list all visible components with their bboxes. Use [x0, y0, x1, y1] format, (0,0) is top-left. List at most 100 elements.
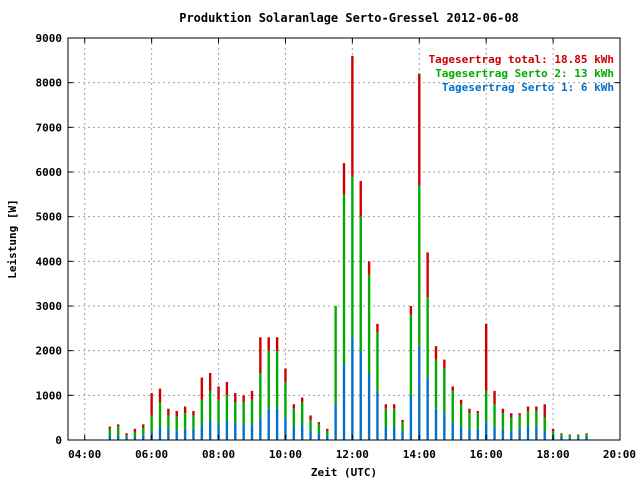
bar-segment-series-3 — [376, 323, 379, 333]
bars — [108, 55, 588, 440]
bar-segment-series-2 — [234, 402, 237, 423]
plot-frame — [67, 37, 621, 441]
bar-segment-series-3 — [317, 422, 321, 425]
bar-segment-series-3 — [426, 252, 429, 298]
bar-segment-series-2 — [300, 402, 304, 425]
bar-segment-series-3 — [292, 404, 296, 409]
bar-segment-series-1 — [300, 424, 304, 440]
bar-segment-series-3 — [409, 306, 413, 315]
x-ticks: 04:00 06:00 08:00 10:00 12:00 14:00 16:00 18:00… — [68, 38, 636, 461]
bar-segment-series-2 — [551, 431, 555, 436]
y-tick-label: 2000 — [36, 345, 63, 358]
y-tick-label: 3000 — [36, 300, 63, 313]
bar-segment-series-3 — [526, 406, 530, 411]
bar-segment-series-1 — [392, 426, 396, 440]
bar-segment-series-3 — [484, 323, 488, 391]
bar-segment-series-3 — [125, 433, 128, 436]
bar-segment-series-3 — [158, 388, 162, 403]
bar-segment-series-2 — [351, 176, 354, 338]
bar-segment-series-2 — [535, 410, 538, 427]
bar-segment-series-1 — [384, 426, 388, 440]
bar-segment-series-3 — [242, 395, 245, 403]
bar-segment-series-1 — [576, 437, 580, 440]
bar-segment-series-1 — [443, 413, 446, 440]
bar-segment-series-3 — [300, 397, 304, 403]
bar-segment-series-2 — [543, 417, 546, 432]
bar-segment-series-2 — [175, 416, 178, 431]
bar-segment-series-3 — [359, 180, 362, 217]
bar-segment-series-1 — [183, 428, 187, 440]
bar-segment-series-2 — [451, 390, 454, 423]
x-tick-label: 04:00 — [68, 448, 101, 461]
bar-segment-series-2 — [133, 431, 137, 437]
bar-segment-series-1 — [568, 437, 572, 440]
legend: Tagesertrag total: 18.85 kWhTagesertrag … — [429, 53, 614, 94]
bar-segment-series-1 — [217, 424, 220, 440]
bar-segment-series-2 — [484, 390, 488, 423]
bar-segment-series-1 — [468, 428, 471, 440]
bar-segment-series-3 — [267, 337, 270, 351]
bar-segment-series-1 — [200, 424, 204, 440]
bar-segment-series-3 — [384, 404, 388, 409]
bar-segment-series-2 — [225, 395, 229, 420]
bar-segment-series-2 — [284, 381, 287, 418]
bar-segment-series-3 — [510, 413, 513, 418]
bar-segment-series-1 — [585, 436, 588, 440]
bar-segment-series-3 — [443, 359, 446, 369]
bar-segment-series-2 — [367, 274, 371, 373]
bar-segment-series-2 — [576, 435, 580, 438]
bar-segment-series-3 — [167, 408, 170, 416]
bar-segment-series-1 — [401, 431, 404, 440]
bar-segment-series-2 — [476, 413, 480, 429]
bar-segment-series-3 — [543, 404, 546, 418]
bar-segment-series-2 — [526, 410, 530, 427]
bar-segment-series-3 — [459, 399, 463, 405]
bar-segment-series-2 — [192, 415, 195, 429]
bar-segment-series-1 — [133, 436, 137, 440]
bar-segment-series-2 — [459, 404, 463, 427]
bar-segment-series-1 — [192, 428, 195, 440]
y-axis-label: Leistung [W] — [6, 199, 19, 278]
bar-segment-series-1 — [376, 390, 379, 440]
bar-segment-series-2 — [376, 332, 379, 391]
bar-segment-series-2 — [292, 408, 296, 427]
bar-segment-series-1 — [434, 408, 438, 440]
bar-segment-series-1 — [167, 428, 170, 440]
bar-segment-series-2 — [501, 413, 505, 429]
bar-segment-series-2 — [342, 194, 346, 365]
bar-segment-series-3 — [535, 406, 538, 411]
x-tick-label: 10:00 — [269, 448, 302, 461]
x-tick-label: 18:00 — [537, 448, 570, 461]
bar-segment-series-3 — [326, 428, 329, 432]
bar-segment-series-3 — [175, 410, 178, 417]
bar-segment-series-1 — [501, 428, 505, 440]
bar-segment-series-3 — [150, 393, 153, 416]
bar-segment-series-2 — [108, 428, 112, 436]
bar-segment-series-2 — [585, 434, 588, 437]
bar-segment-series-1 — [116, 435, 120, 440]
bar-segment-series-2 — [183, 413, 187, 429]
bar-segment-series-2 — [242, 402, 245, 425]
bar-segment-series-3 — [560, 433, 563, 435]
chart-title: Produktion Solaranlage Serto-Gressel 201… — [179, 11, 519, 25]
y-tick-label: 0 — [55, 434, 62, 447]
bar-segment-series-2 — [317, 424, 321, 434]
y-tick-label: 9000 — [36, 32, 63, 45]
bar-segment-series-2 — [568, 435, 572, 438]
bar-segment-series-3 — [208, 373, 212, 391]
bar-segment-series-3 — [351, 55, 354, 177]
bar-segment-series-3 — [576, 434, 580, 436]
bar-segment-series-2 — [275, 350, 279, 409]
bar-segment-series-3 — [476, 410, 480, 414]
bar-segment-series-2 — [392, 408, 396, 427]
bar-segment-series-2 — [510, 417, 513, 432]
bar-segment-series-2 — [493, 404, 496, 427]
bar-segment-series-1 — [426, 377, 429, 440]
bar-segment-series-2 — [158, 402, 162, 427]
bar-segment-series-1 — [418, 346, 421, 440]
bar-segment-series-1 — [535, 426, 538, 440]
bar-segment-series-2 — [468, 413, 471, 429]
bar-segment-series-1 — [108, 435, 112, 440]
bar-segment-series-1 — [175, 430, 178, 440]
